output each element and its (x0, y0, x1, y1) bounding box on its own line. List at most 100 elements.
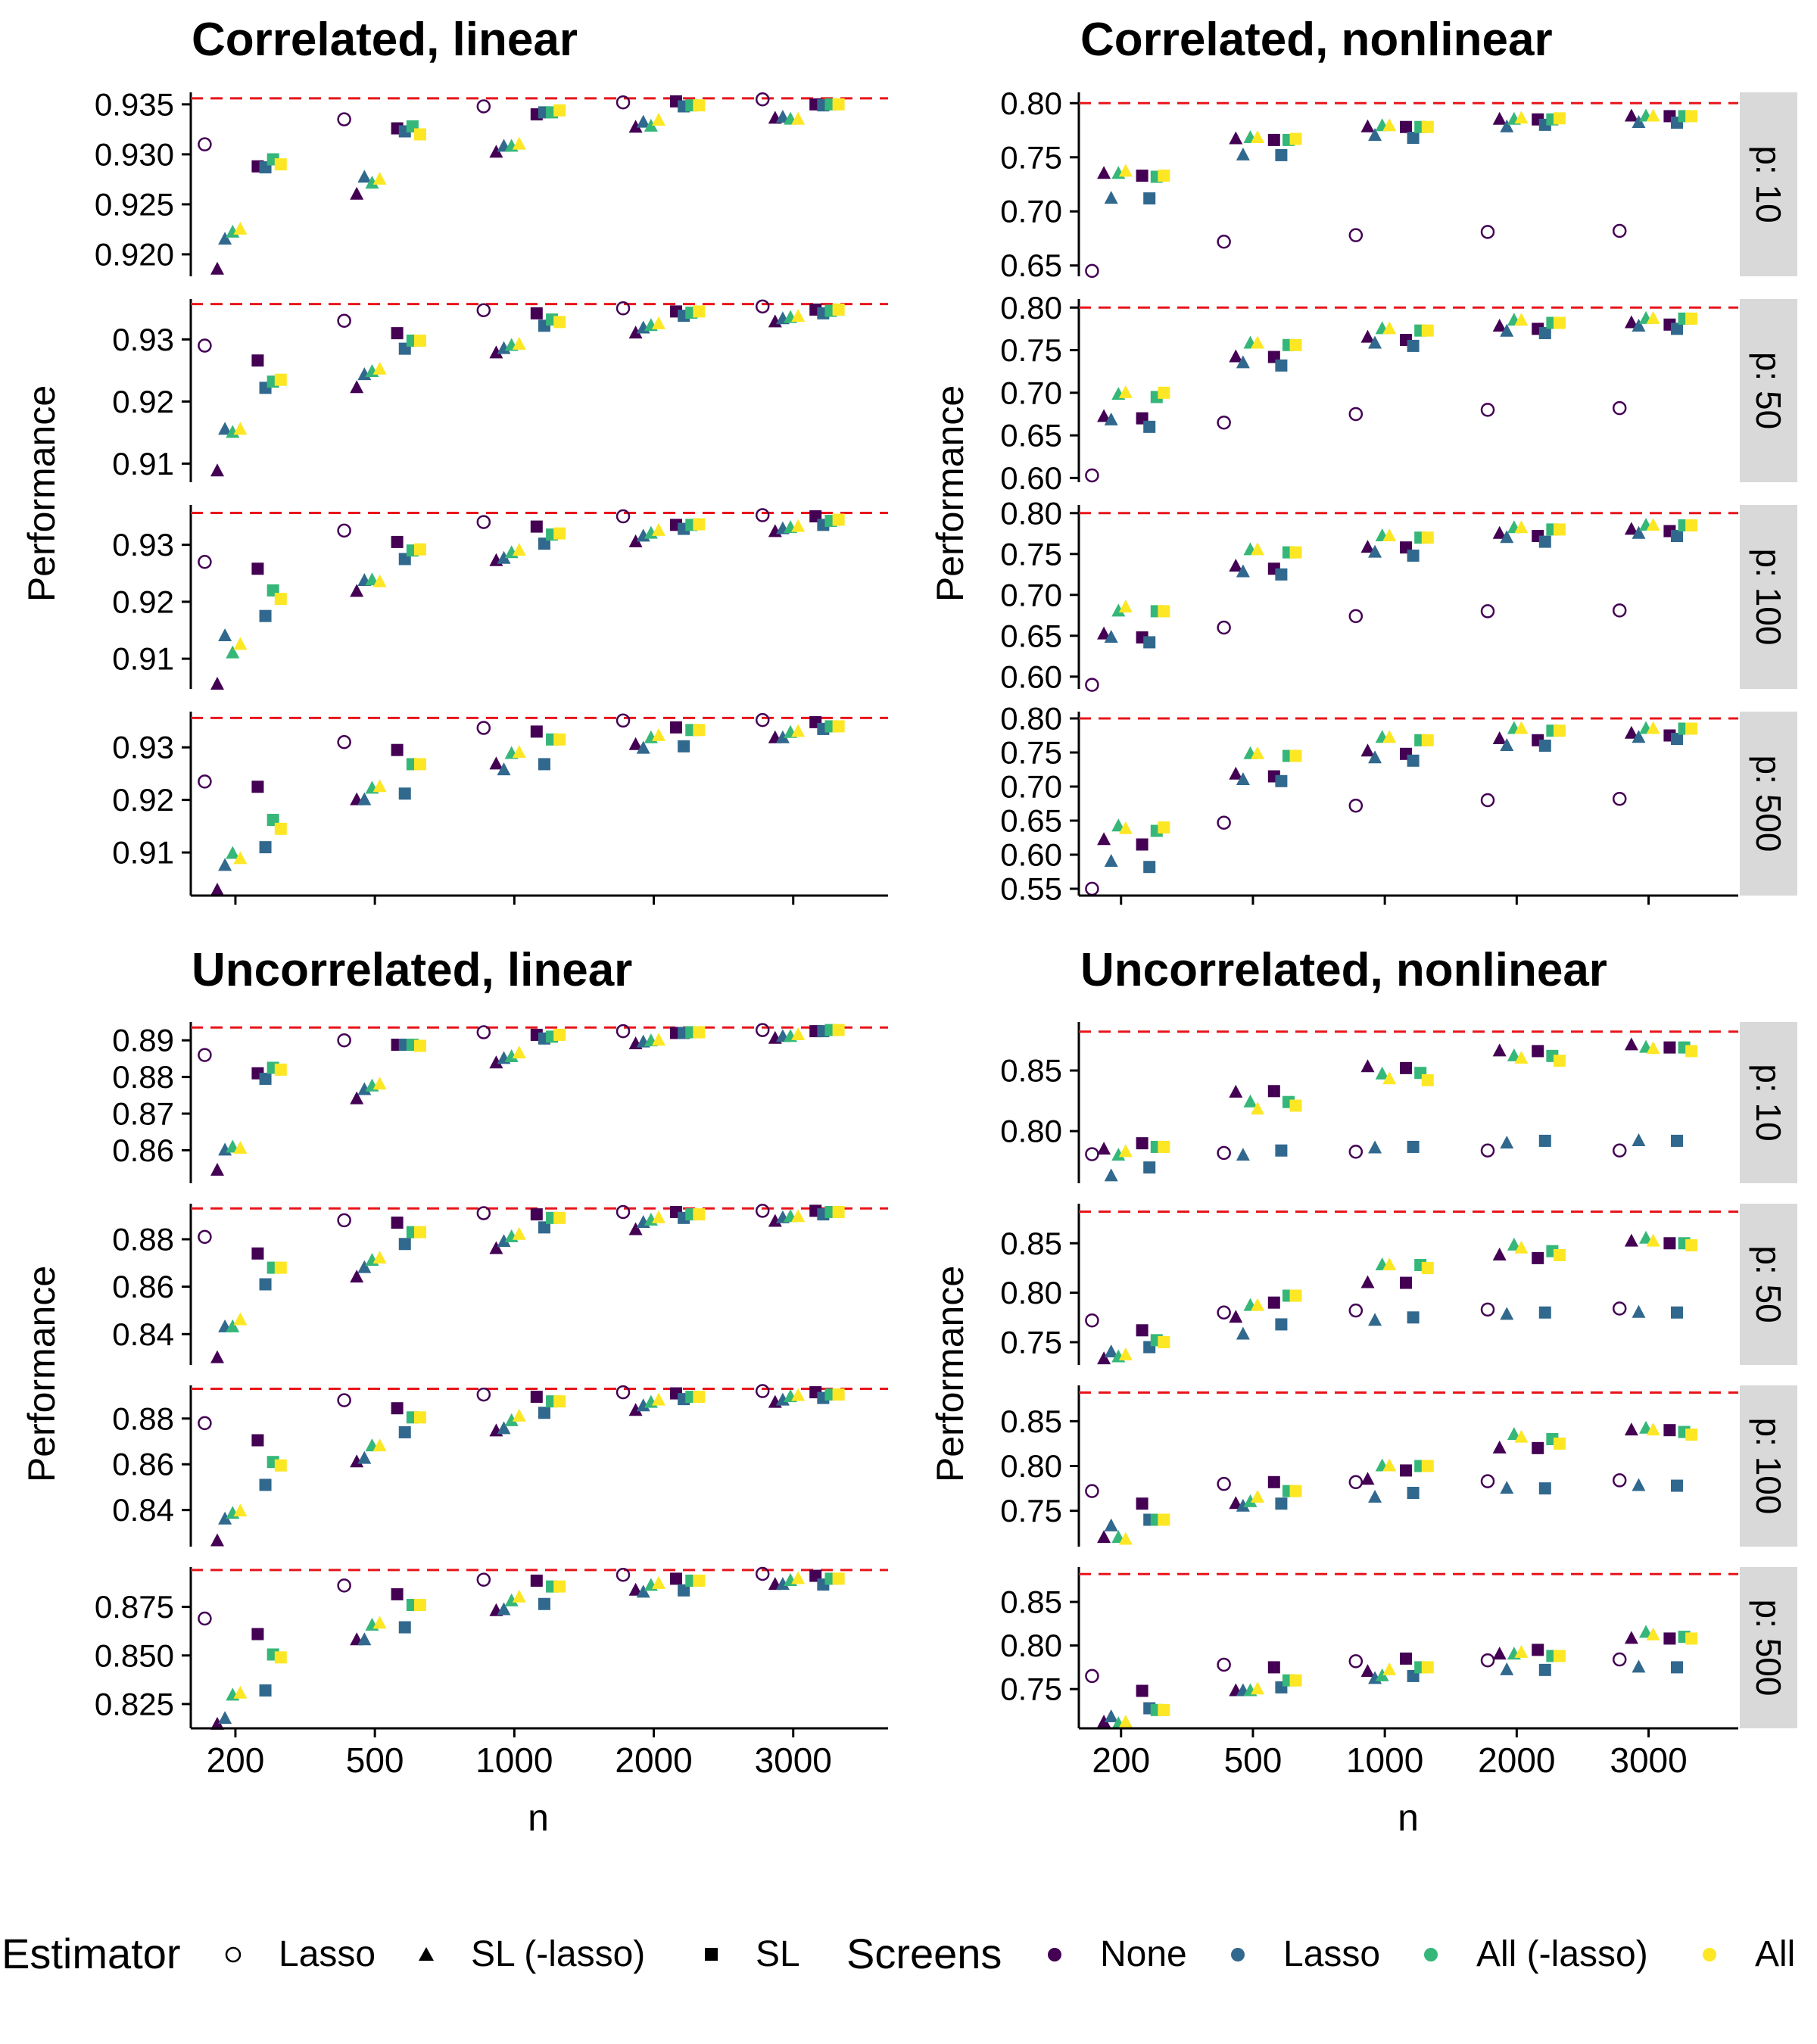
point-sl-lasso-triangle-all (1646, 518, 1660, 531)
point-sl-square-none (670, 721, 683, 734)
point-sl-lasso-triangle-lasso (1104, 1709, 1118, 1723)
point-sl-square-none (391, 743, 404, 756)
point-sl-lasso-triangle-lasso (218, 628, 232, 642)
point-sl-lasso-triangle-all (372, 361, 387, 375)
point-sl-lasso-triangle-none (1492, 525, 1507, 539)
point-sl-lasso-triangle-all (1251, 1298, 1265, 1311)
point-sl-lasso-triangle-all (1251, 746, 1265, 759)
point-sl-lasso-triangle-all (372, 171, 387, 185)
point-sl-lasso-triangle-all (1514, 1644, 1529, 1658)
point-sl-square-lasso (1407, 132, 1420, 145)
facet-strip-label: p: 50 (1749, 1245, 1788, 1323)
point-sl-lasso-triangle-lasso (1236, 564, 1250, 578)
point-sl-square-lasso (1143, 1161, 1156, 1174)
point-sl-square-all (414, 758, 427, 771)
point-sl-square-all (832, 1388, 845, 1401)
point-sl-square-none (251, 1628, 264, 1640)
point-sl-square-all (1421, 1073, 1434, 1086)
point-lasso-circle (616, 1204, 631, 1220)
point-sl-lasso-triangle-lasso (218, 422, 232, 435)
point-lasso-circle (1217, 1305, 1231, 1320)
point-sl-square-none (391, 535, 404, 548)
point-sl-square-all (1421, 734, 1434, 746)
point-lasso-circle (616, 301, 631, 316)
point-sl-lasso-triangle-all (791, 1209, 806, 1223)
point-lasso-circle (755, 1023, 770, 1037)
point-sl-lasso-triangle-all (1251, 542, 1265, 556)
point-sl-lasso-triangle-none (1360, 1059, 1375, 1073)
point-sl-square-all (1685, 722, 1698, 735)
legend-lasso-dot-icon (1231, 1948, 1245, 1961)
point-sl-square-none (1663, 1424, 1676, 1437)
y-tick-label: 0.93 (112, 527, 174, 562)
point-sl-lasso-triangle-none (1624, 725, 1638, 739)
legend-screen-all: All (1755, 1934, 1795, 1974)
point-sl-square-all (414, 1226, 427, 1239)
point-sl-lasso-triangle-all (791, 111, 806, 125)
point-lasso-circle (476, 1572, 491, 1587)
point-sl-lasso-triangle-lasso (1104, 191, 1118, 204)
x-axis-label-uncorrelated-nonlinear: n (1398, 1796, 1419, 1839)
panel-title-correlated-nonlinear: Correlated, nonlinear (1080, 14, 1553, 66)
y-tick-label: 0.86 (112, 1133, 174, 1168)
point-sl-square-none (530, 1391, 543, 1404)
point-sl-square-lasso (538, 758, 550, 771)
point-lasso-circle (198, 1048, 212, 1062)
point-sl-lasso-triangle-none (628, 737, 643, 750)
point-sl-square-lasso (1407, 1140, 1420, 1153)
legend-estimator-sl-lasso: SL (-lasso) (471, 1934, 645, 1974)
point-sl-square-all (553, 1580, 566, 1593)
point-sl-square-lasso (1538, 1663, 1551, 1676)
point-sl-lasso-triangle-all (791, 308, 806, 322)
point-sl-square-all (832, 513, 845, 526)
point-sl-lasso-triangle-all-lasso (1243, 1494, 1258, 1507)
point-sl-lasso-triangle-all (1646, 1627, 1660, 1640)
point-sl-square-none (1267, 1296, 1280, 1309)
point-sl-lasso-triangle-lasso (218, 1711, 232, 1725)
point-sl-lasso-triangle-none (1492, 1043, 1507, 1057)
point-sl-square-all (274, 158, 287, 171)
y-tick-label: 0.85 (1000, 1404, 1062, 1439)
point-sl-square-lasso (1670, 1661, 1683, 1674)
point-sl-square-all (1685, 1239, 1698, 1251)
y-tick-label: 0.86 (112, 1447, 174, 1482)
point-sl-lasso-triangle-none (210, 1163, 224, 1176)
point-lasso-circle (1480, 1653, 1495, 1668)
point-sl-lasso-triangle-all-lasso (644, 118, 658, 132)
point-sl-lasso-triangle-all (512, 1226, 526, 1240)
point-sl-square-all (1289, 1485, 1302, 1497)
point-sl-square-none (391, 1588, 404, 1600)
point-sl-lasso-triangle-all (512, 1408, 526, 1422)
point-sl-square-all (1158, 1140, 1170, 1153)
point-sl-lasso-triangle-lasso (1632, 525, 1646, 539)
point-lasso-circle (1612, 1301, 1627, 1316)
point-sl-lasso-triangle-none (628, 1222, 643, 1235)
point-sl-lasso-triangle-lasso (1500, 1307, 1514, 1320)
point-sl-square-all (1421, 120, 1434, 133)
point-sl-square-all (693, 1391, 706, 1404)
y-axis-label-uncorrelated-linear: Performance (20, 1266, 63, 1482)
point-sl-lasso-triangle-lasso (1104, 412, 1118, 425)
point-sl-lasso-triangle-lasso (1500, 1662, 1514, 1675)
point-sl-lasso-triangle-all-lasso (504, 1593, 519, 1606)
point-sl-square-lasso (1538, 1306, 1551, 1319)
point-sl-square-none (1532, 1644, 1544, 1656)
point-sl-lasso-triangle-none (628, 326, 643, 339)
point-sl-lasso-triangle-none (1624, 315, 1638, 329)
facet-strip-label: p: 10 (1749, 145, 1788, 223)
point-sl-square-all (414, 1039, 427, 1052)
point-sl-square-none (530, 307, 543, 319)
point-sl-lasso-triangle-none (350, 1270, 364, 1283)
point-sl-lasso-triangle-none (1624, 1422, 1638, 1436)
point-sl-square-lasso (538, 537, 550, 550)
point-sl-lasso-triangle-all (1118, 821, 1133, 834)
point-sl-lasso-triangle-lasso (1632, 1478, 1646, 1491)
point-sl-square-all (1158, 1335, 1170, 1348)
point-sl-square-all (1685, 312, 1698, 325)
y-tick-label: 0.88 (112, 1401, 174, 1436)
point-sl-lasso-triangle-lasso (1236, 772, 1250, 785)
point-sl-lasso-triangle-all (1514, 111, 1529, 124)
point-sl-lasso-triangle-all (1514, 1429, 1529, 1443)
point-lasso-circle (755, 712, 770, 728)
panel-title-uncorrelated-nonlinear: Uncorrelated, nonlinear (1080, 944, 1607, 996)
